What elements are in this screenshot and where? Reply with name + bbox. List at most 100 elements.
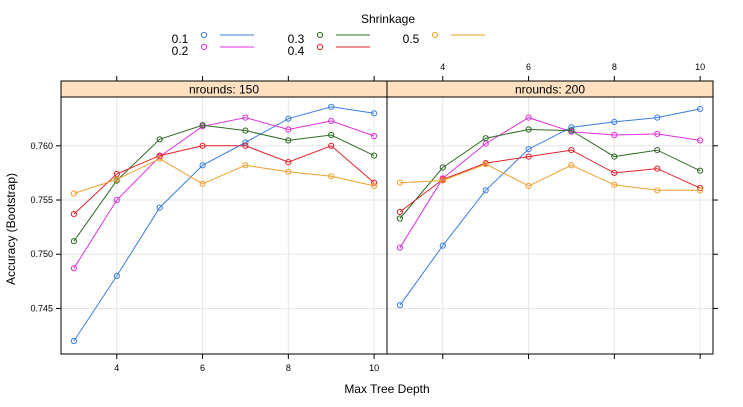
legend-marker: [200, 43, 208, 51]
y-tick-label: 0.760: [30, 141, 53, 151]
data-point-0.5-5: [156, 155, 163, 162]
data-point-0.3-4: [439, 164, 446, 171]
legend-marker: [200, 31, 208, 39]
data-point-0.1-3: [70, 337, 78, 345]
legend-entry-0.2: 0.2: [172, 43, 254, 58]
legend-label: 0.3: [288, 32, 305, 46]
data-point-0.1-9: [654, 114, 661, 121]
data-point-0.3-9: [654, 147, 661, 154]
data-point-0.1-6: [199, 162, 206, 169]
data-point-0.4-8: [285, 159, 292, 166]
data-point-0.4-10: [371, 179, 378, 186]
panel-strip-label: nrounds: 150: [189, 83, 259, 97]
x-tick-label: 8: [612, 62, 617, 72]
data-point-0.5-8: [611, 181, 618, 188]
y-axis-title: Accuracy (Bootstrap): [4, 173, 18, 285]
data-point-0.1-6: [525, 146, 532, 153]
data-point-0.1-5: [482, 187, 489, 194]
data-point-0.3-3: [70, 238, 78, 245]
data-point-0.3-8: [611, 153, 618, 160]
data-point-0.5-6: [525, 182, 532, 189]
data-point-0.1-4: [113, 272, 120, 279]
data-point-0.2-7: [242, 114, 249, 121]
data-point-0.5-9: [654, 187, 661, 194]
data-point-0.2-3: [70, 265, 78, 272]
data-point-0.2-10: [697, 137, 704, 144]
data-point-0.5-3: [70, 190, 78, 197]
data-point-0.4-7: [242, 142, 249, 149]
y-tick-label: 0.755: [30, 195, 53, 205]
x-tick-label: 6: [200, 363, 205, 373]
x-axis-title: Max Tree Depth: [344, 382, 429, 396]
data-point-0.2-10: [371, 132, 378, 140]
data-point-0.2-3: [396, 244, 403, 251]
data-point-0.3-10: [371, 152, 378, 159]
x-tick-label: 8: [286, 363, 291, 373]
data-point-0.1-3: [396, 302, 403, 309]
data-point-0.1-7: [242, 139, 249, 146]
data-point-0.4-6: [525, 153, 532, 160]
series-line-0.1: [73, 106, 375, 342]
series-line-0.3: [73, 124, 375, 242]
legend-label: 0.1: [172, 32, 189, 46]
data-point-0.5-8: [285, 168, 292, 175]
data-point-0.3-8: [285, 137, 292, 144]
data-point-0.1-9: [328, 103, 335, 110]
legend-label: 0.4: [288, 44, 305, 58]
data-point-0.2-6: [525, 114, 532, 121]
data-point-0.4-9: [654, 165, 661, 172]
panel-border: [386, 96, 714, 355]
data-point-0.2-9: [328, 117, 335, 125]
series-line-0.1: [399, 108, 701, 306]
data-point-0.2-8: [285, 126, 292, 133]
series-line-0.5: [73, 158, 375, 194]
data-point-0.1-7: [568, 124, 575, 131]
data-point-0.2-9: [654, 130, 661, 137]
legend-marker: [316, 43, 324, 51]
legend-title: Shrinkage: [361, 12, 415, 26]
legend-entry-0.1: 0.1: [172, 31, 254, 46]
data-point-0.4-7: [568, 147, 575, 154]
legend-entry-0.5: 0.5: [403, 31, 485, 46]
data-point-0.2-4: [113, 196, 120, 204]
data-point-0.1-10: [371, 110, 378, 117]
data-point-0.1-8: [285, 115, 292, 122]
series-line-0.2: [399, 117, 701, 248]
data-point-0.4-3: [70, 211, 78, 218]
chart-panels: nrounds: 150 4 6 8 10 0.745 0.750 0.755 0.760 nro…: [30, 62, 718, 373]
data-point-0.1-10: [697, 105, 704, 113]
data-point-0.5-10: [371, 182, 378, 189]
data-point-0.5-5: [482, 161, 489, 168]
data-point-0.5-9: [328, 173, 335, 180]
legend-marker: [431, 31, 439, 39]
series-line-0.5: [399, 163, 701, 191]
x-tick-label: 4: [440, 62, 445, 72]
data-point-0.4-9: [328, 142, 335, 149]
data-point-0.5-4: [439, 177, 446, 184]
data-point-0.3-10: [697, 167, 704, 174]
y-tick-label: 0.750: [30, 249, 53, 259]
series-line-0.4: [73, 145, 375, 215]
data-point-0.5-4: [113, 176, 120, 183]
series-line-0.2: [73, 117, 375, 269]
x-tick-label: 6: [526, 62, 531, 72]
panel-strip-label: nrounds: 200: [515, 83, 585, 97]
series-line-0.3: [399, 128, 701, 219]
legend-marker: [316, 31, 324, 39]
data-point-0.2-8: [611, 131, 618, 139]
x-tick-label: 10: [695, 62, 705, 72]
data-point-0.5-10: [697, 187, 704, 194]
data-point-0.3-5: [482, 135, 489, 142]
legend-label: 0.2: [172, 44, 189, 58]
data-point-0.3-9: [328, 131, 335, 139]
data-point-0.4-8: [611, 169, 618, 176]
data-point-0.3-6: [199, 122, 206, 129]
data-point-0.3-5: [156, 136, 163, 143]
x-tick-label: 10: [369, 363, 379, 373]
data-point-0.1-5: [156, 204, 163, 211]
data-point-0.5-3: [396, 179, 403, 186]
data-point-0.4-5: [156, 152, 163, 159]
y-tick-label: 0.745: [30, 303, 53, 313]
data-point-0.3-7: [242, 127, 249, 134]
